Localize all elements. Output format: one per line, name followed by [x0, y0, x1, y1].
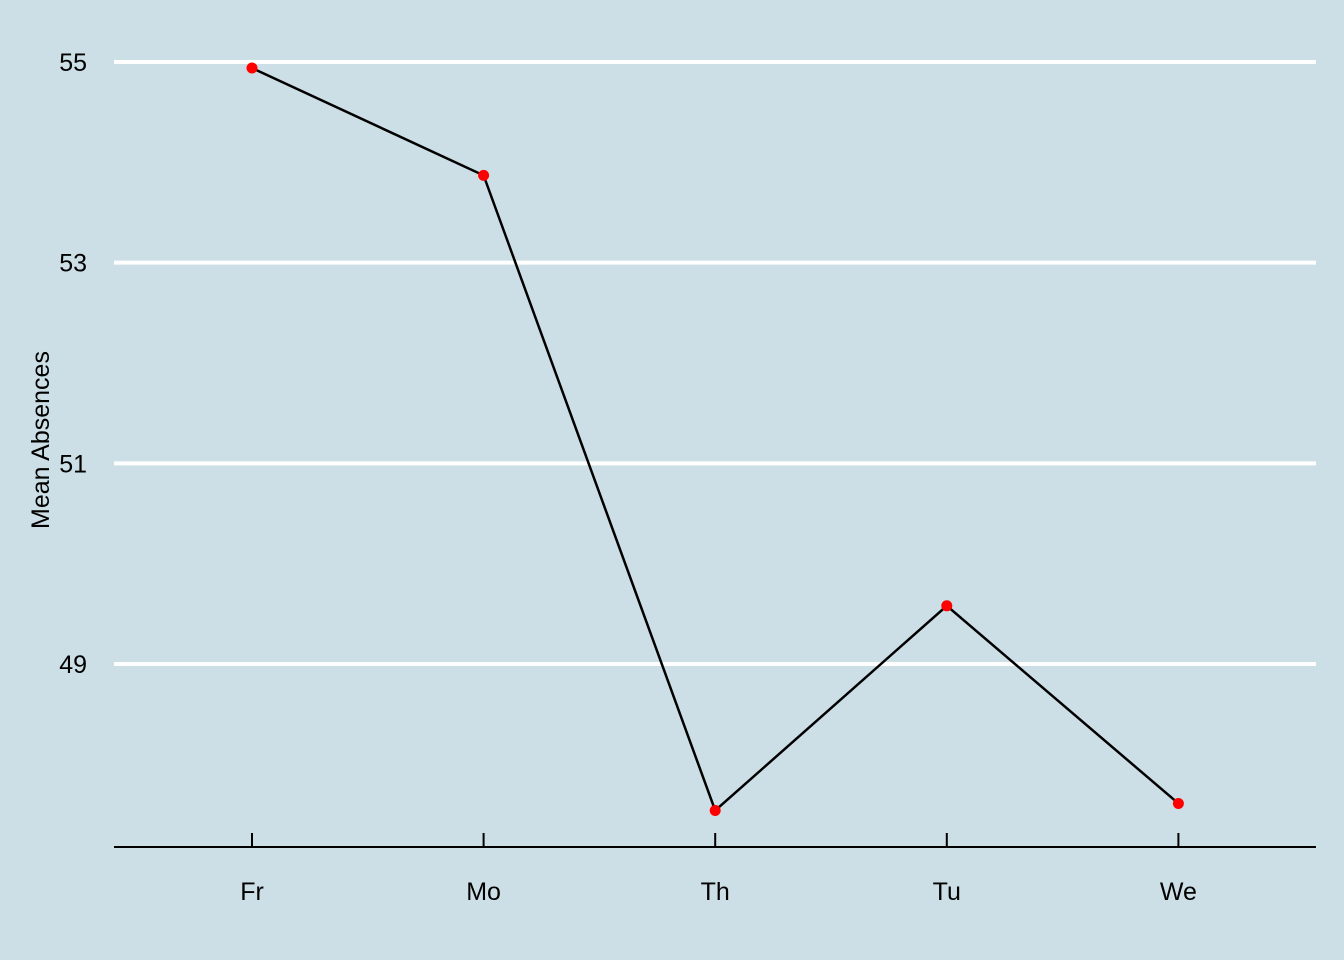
y-tick-label-55: 55	[59, 49, 87, 77]
y-axis-tick-labels: 49 51 53 55	[59, 49, 87, 679]
data-points	[246, 62, 1184, 816]
y-tick-label-49: 49	[59, 651, 87, 679]
gridlines	[114, 60, 1316, 666]
data-point-We	[1172, 797, 1184, 809]
y-axis-title: Mean Absences	[27, 351, 55, 529]
x-tick-label-Mo: Mo	[466, 878, 501, 906]
y-tick-label-51: 51	[59, 450, 87, 478]
data-point-Mo	[478, 169, 490, 181]
data-point-Fr	[246, 62, 258, 74]
x-tick-label-Tu: Tu	[933, 878, 961, 906]
data-point-Tu	[941, 600, 953, 612]
y-tick-label-53: 53	[59, 250, 87, 278]
x-tick-label-Fr: Fr	[240, 878, 264, 906]
x-axis-ticks	[251, 833, 1180, 847]
x-tick-label-We: We	[1160, 878, 1197, 906]
data-point-Th	[709, 804, 721, 816]
x-tick-label-Th: Th	[701, 878, 730, 906]
x-axis-tick-labels: Fr Mo Th Tu We	[240, 878, 1197, 906]
